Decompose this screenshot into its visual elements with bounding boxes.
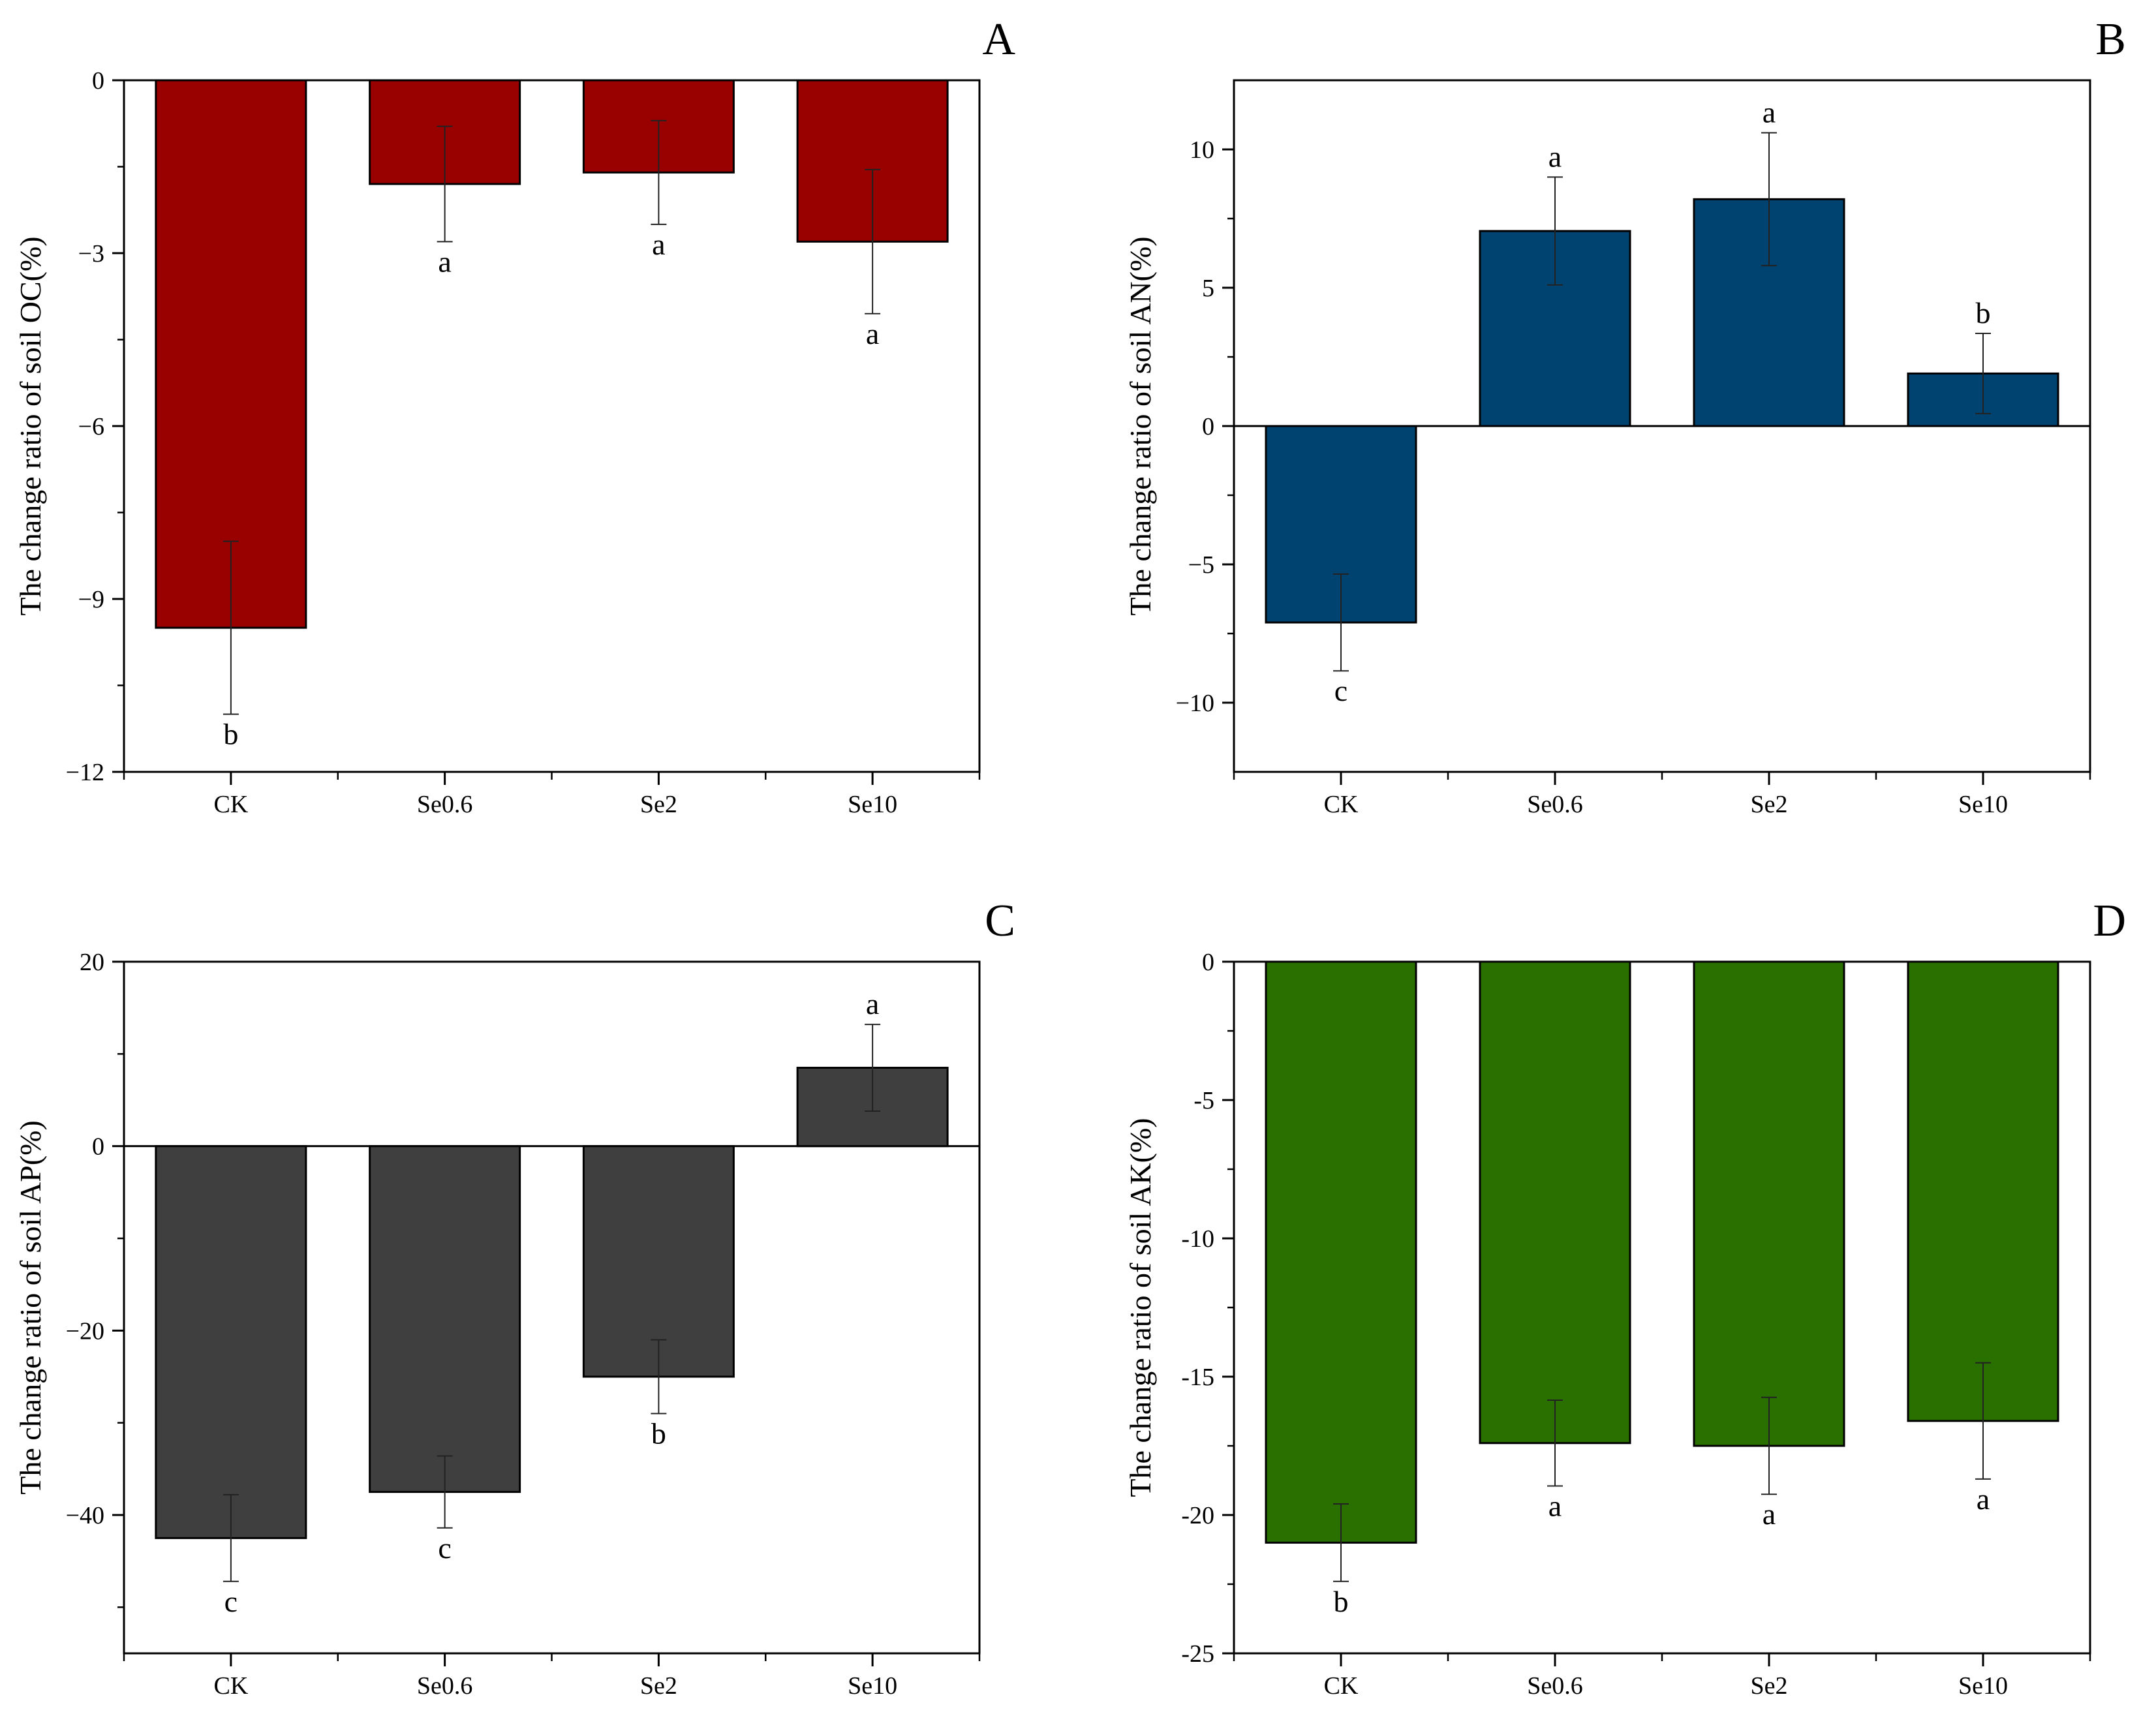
significance-letter: a (1548, 1489, 1562, 1522)
significance-letter: b (1334, 1585, 1349, 1618)
significance-letter: a (1548, 140, 1562, 173)
panel-letter: D (2093, 896, 2126, 946)
y-tick-label: -15 (1181, 1364, 1214, 1391)
bar-ck (155, 1145, 307, 1539)
significance-letter: a (438, 245, 451, 278)
panel-letter: A (982, 14, 1015, 65)
bar-se10 (1907, 960, 2059, 1422)
y-tick-label: −6 (78, 413, 104, 440)
chart-panel-d: 0 -5 -10 -15 -20 -25 CK Se0.6 Se2 Se10 b a a a The cha… (1124, 896, 2126, 1700)
bar-se2 (582, 1145, 735, 1378)
x-tick-label: Se0.6 (417, 1672, 473, 1700)
y-tick-label: 10 (1190, 136, 1214, 164)
y-axis-title: The change ratio of soil AN(%) (1124, 236, 1157, 615)
significance-letter: b (223, 718, 238, 751)
y-tick-label: −40 (66, 1502, 104, 1529)
y-tick-label: −3 (78, 240, 104, 268)
y-axis-title: The change ratio of soil OC(%) (14, 236, 47, 615)
bar-ck (1265, 960, 1417, 1544)
significance-letter: a (652, 228, 665, 261)
chart-panel-c: 20 0 −20 −40 CK Se0.6 Se2 Se10 c c b a The change ra… (14, 896, 1015, 1700)
y-tick-label: -10 (1181, 1225, 1214, 1253)
chart-panel-a: 0 −3 −6 −9 −12 CK Se0.6 Se2 Se10 b a a a The change r… (14, 14, 1015, 818)
y-axis-title: The change ratio of soil AP(%) (14, 1120, 47, 1495)
chart-panel-b: 10 5 0 −5 −10 CK Se0.6 Se2 Se10 c a a b The change ra… (1124, 14, 2126, 818)
y-tick-label: -5 (1194, 1087, 1214, 1114)
significance-letter: a (866, 317, 879, 350)
y-tick-label: 5 (1202, 275, 1214, 302)
y-tick-label: -25 (1181, 1640, 1214, 1668)
y-tick-label: 0 (1202, 949, 1214, 976)
bar-se0.6 (369, 1145, 521, 1493)
significance-letter: a (866, 987, 879, 1020)
x-tick-label: Se2 (1751, 1672, 1788, 1700)
x-tick-label: Se10 (848, 791, 897, 818)
significance-letter: b (651, 1417, 666, 1450)
panel-letter: C (985, 896, 1015, 946)
y-tick-label: −20 (66, 1317, 104, 1345)
x-tick-label: Se0.6 (417, 791, 473, 818)
x-tick-label: Se0.6 (1527, 791, 1583, 818)
x-tick-label: Se10 (1958, 791, 2008, 818)
x-tick-label: Se2 (640, 1672, 677, 1700)
significance-letter: c (438, 1531, 451, 1565)
significance-letter: a (1977, 1482, 1990, 1516)
bar-se2 (1693, 960, 1845, 1447)
x-tick-label: CK (213, 1672, 248, 1700)
significance-letter: c (224, 1585, 238, 1618)
y-tick-label: −12 (66, 759, 104, 786)
y-tick-label: −9 (78, 586, 104, 613)
y-tick-label: 20 (80, 949, 104, 976)
y-axis-title: The change ratio of soil AK(%) (1124, 1118, 1157, 1497)
y-tick-label: −10 (1176, 690, 1214, 717)
bar-se0.6 (1479, 960, 1631, 1445)
x-tick-label: Se2 (1751, 791, 1788, 818)
x-tick-label: Se10 (1958, 1672, 2008, 1700)
y-tick-label: −5 (1188, 551, 1214, 579)
x-tick-label: Se0.6 (1527, 1672, 1583, 1700)
y-tick-label: 0 (92, 67, 104, 95)
x-tick-label: CK (213, 791, 248, 818)
panel-letter: B (2095, 14, 2126, 65)
significance-letter: a (1763, 1497, 1776, 1531)
y-tick-label: 0 (92, 1133, 104, 1161)
bar-ck (155, 79, 307, 629)
y-tick-label: -20 (1181, 1502, 1214, 1529)
x-tick-label: CK (1324, 791, 1359, 818)
significance-letter: b (1976, 296, 1991, 329)
y-tick-label: 0 (1202, 413, 1214, 440)
x-tick-label: CK (1324, 1672, 1359, 1700)
significance-letter: a (1763, 96, 1776, 129)
x-tick-label: Se10 (848, 1672, 897, 1700)
significance-letter: c (1334, 674, 1348, 707)
x-tick-label: Se2 (640, 791, 677, 818)
